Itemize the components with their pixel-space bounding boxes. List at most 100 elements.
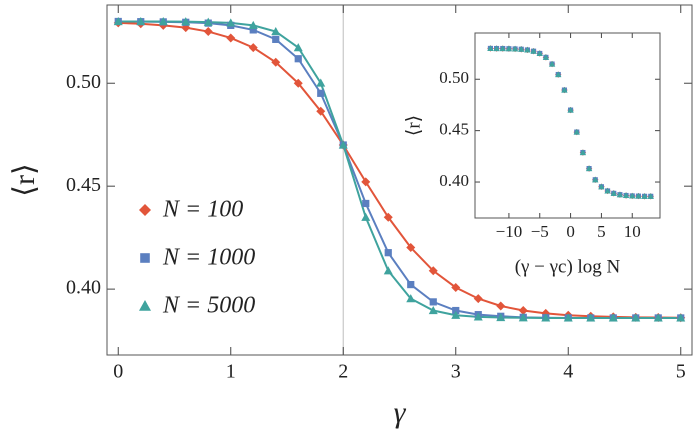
marker xyxy=(608,313,618,322)
x-tick-label: −10 xyxy=(496,222,523,241)
marker xyxy=(561,86,568,93)
marker xyxy=(573,128,580,135)
marker xyxy=(317,89,325,97)
marker xyxy=(563,313,573,322)
x-tick-label: 1 xyxy=(226,361,236,383)
marker xyxy=(511,45,519,52)
marker xyxy=(536,50,543,57)
y-axis-label: ⟨r⟩ xyxy=(403,115,424,136)
marker xyxy=(249,26,257,34)
marker xyxy=(181,17,191,26)
y-tick-label: 0.50 xyxy=(66,71,101,93)
marker xyxy=(203,17,213,26)
marker xyxy=(429,298,437,306)
marker xyxy=(499,45,506,52)
marker xyxy=(518,313,528,322)
marker xyxy=(361,212,371,221)
marker xyxy=(383,266,393,275)
marker xyxy=(406,294,416,303)
marker xyxy=(362,199,370,208)
marker xyxy=(641,193,648,199)
x-tick-label: 5 xyxy=(676,361,686,383)
x-tick-label: 4 xyxy=(563,361,573,383)
marker xyxy=(271,27,281,36)
marker xyxy=(338,140,348,149)
marker xyxy=(451,282,461,292)
marker xyxy=(203,27,213,37)
marker xyxy=(158,16,168,26)
marker xyxy=(473,312,483,321)
marker xyxy=(136,16,146,26)
y-tick-label: 0.40 xyxy=(66,277,101,299)
marker xyxy=(361,177,371,187)
marker xyxy=(316,106,326,116)
marker xyxy=(541,313,551,322)
marker xyxy=(406,243,416,253)
marker xyxy=(647,193,654,199)
legend-label: N = 1000 xyxy=(162,245,255,271)
marker xyxy=(316,78,326,87)
y-axis-label: ⟨r⟩ xyxy=(8,163,41,196)
marker xyxy=(629,192,636,199)
marker xyxy=(505,45,513,52)
marker xyxy=(383,212,393,222)
y-tick-label: 0.50 xyxy=(439,68,469,87)
marker xyxy=(631,313,641,322)
x-tick-label: 2 xyxy=(338,361,348,383)
marker xyxy=(451,310,461,319)
marker xyxy=(622,192,630,199)
marker xyxy=(585,165,593,172)
marker xyxy=(407,280,415,289)
plot-frame xyxy=(474,32,661,219)
x-tick-label: 0 xyxy=(113,361,123,383)
x-tick-label: 5 xyxy=(597,222,606,241)
marker xyxy=(604,187,611,194)
marker xyxy=(226,33,236,43)
legend-marker xyxy=(140,253,150,263)
marker xyxy=(616,191,624,198)
legend-label: N = 100 xyxy=(162,197,243,223)
marker xyxy=(226,18,236,27)
marker xyxy=(586,313,596,322)
marker xyxy=(428,266,438,276)
x-tick-label: −5 xyxy=(531,222,549,241)
marker xyxy=(272,35,280,43)
legend-label: N = 5000 xyxy=(162,293,255,319)
marker xyxy=(579,149,587,156)
marker xyxy=(676,313,686,322)
x-axis-label: γ xyxy=(394,396,407,429)
marker xyxy=(113,16,123,26)
x-tick-label: 0 xyxy=(566,222,575,241)
marker xyxy=(598,183,605,190)
marker xyxy=(294,55,302,63)
marker xyxy=(542,54,550,60)
marker xyxy=(248,43,258,53)
marker xyxy=(653,313,663,322)
marker xyxy=(493,45,500,52)
x-tick-label: 10 xyxy=(624,222,641,241)
marker xyxy=(635,192,642,199)
y-tick-label: 0.40 xyxy=(439,171,469,190)
y-tick-label: 0.45 xyxy=(439,120,469,139)
marker xyxy=(496,301,506,311)
marker xyxy=(592,176,599,183)
marker xyxy=(487,45,494,51)
y-tick-label: 0.45 xyxy=(66,174,101,196)
marker xyxy=(567,106,574,113)
legend-marker xyxy=(139,300,151,311)
marker xyxy=(496,313,506,322)
marker xyxy=(530,47,537,54)
marker xyxy=(610,190,617,196)
legend-marker xyxy=(139,204,151,216)
marker xyxy=(473,294,483,304)
marker xyxy=(452,306,460,315)
marker xyxy=(293,43,303,52)
series-line xyxy=(118,20,681,319)
marker xyxy=(524,46,531,53)
marker xyxy=(271,57,281,67)
marker xyxy=(248,20,258,29)
plot-area xyxy=(475,33,660,218)
marker xyxy=(548,60,556,67)
x-tick-label: 3 xyxy=(451,361,461,383)
